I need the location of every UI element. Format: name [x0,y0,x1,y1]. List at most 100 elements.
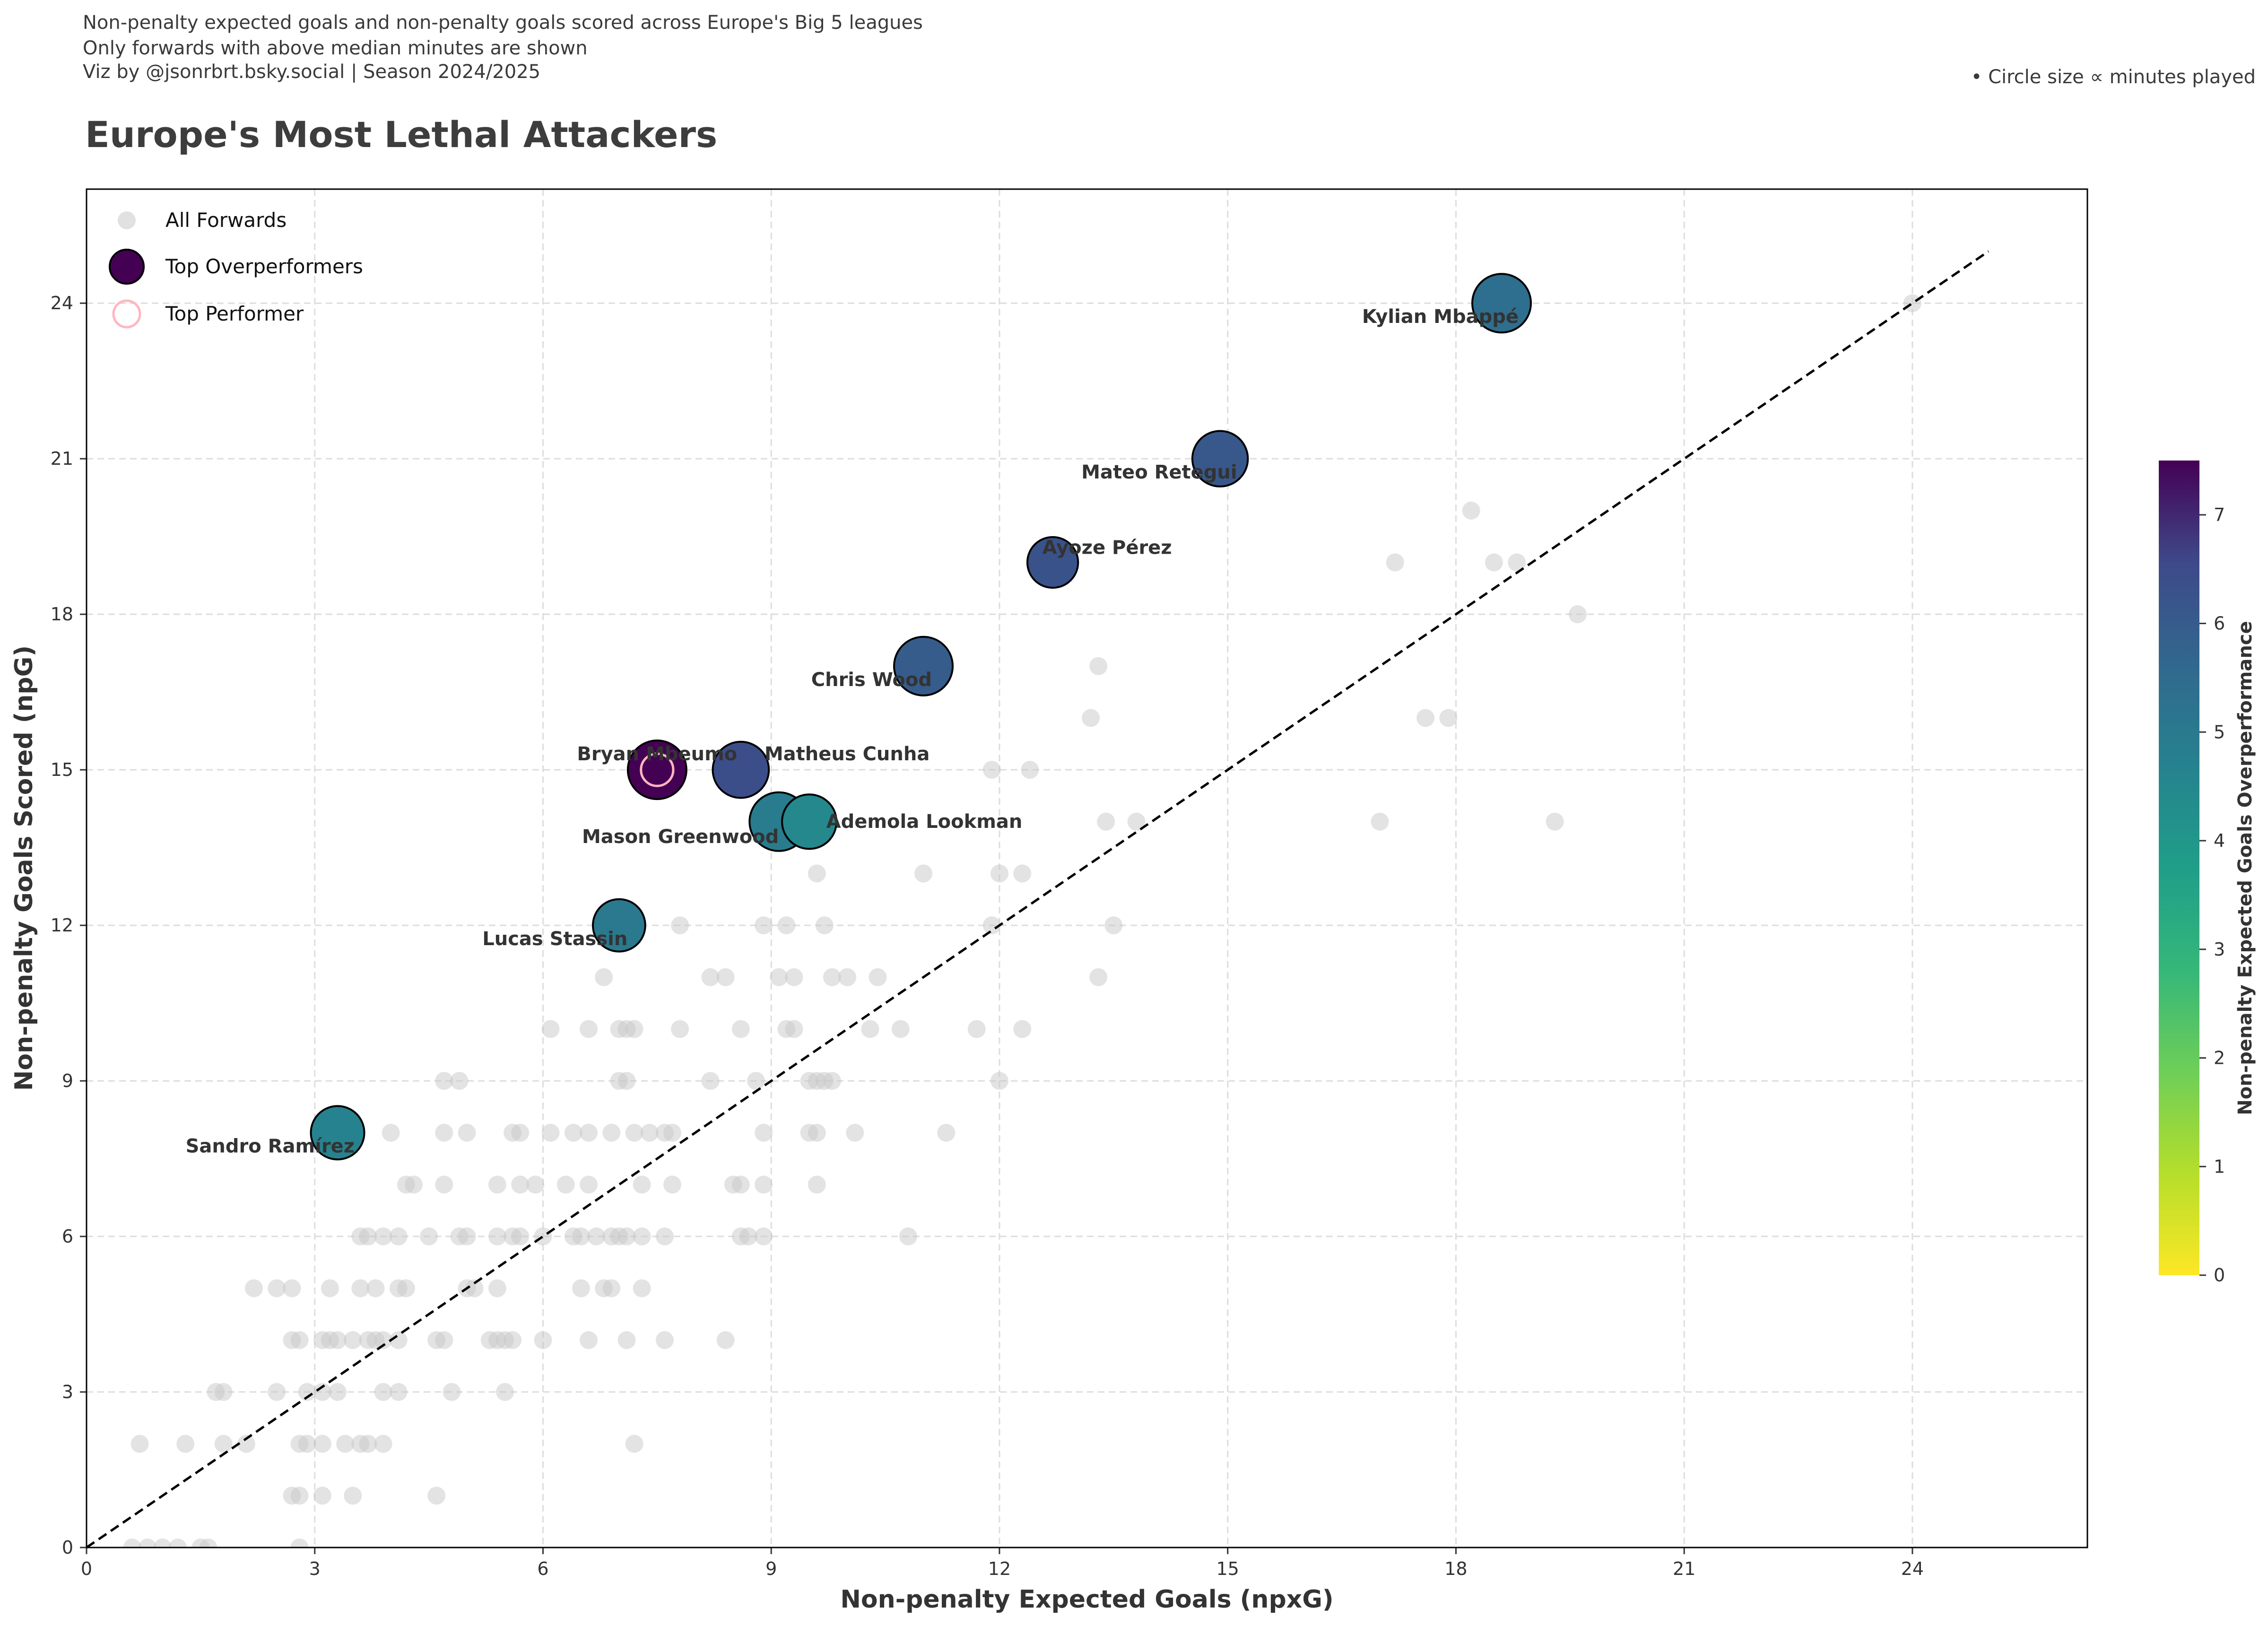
legend-label-top-performer: Top Performer [165,302,304,325]
y-tick-label: 3 [62,1382,73,1402]
forward-point [435,1123,453,1142]
forward-point [1089,968,1108,986]
forward-point [526,1175,545,1194]
forward-point [655,1331,674,1349]
forward-point [313,1383,331,1401]
forward-point [511,1227,530,1246]
y-axis-label: Non-penalty Goals Scored (npG) [10,645,38,1091]
forward-point [1127,812,1146,831]
forward-point [138,1539,156,1548]
colorbar-tick-label: 2 [2214,1048,2225,1069]
forward-point [815,916,834,935]
player-label: Chris Wood [811,669,932,691]
forward-point [435,1331,453,1349]
x-tick-label: 12 [988,1558,1011,1579]
colorbar-tick-label: 5 [2214,722,2225,742]
forward-point [899,1227,917,1246]
x-axis: 0 3 6 9 12 15 18 21 24 [81,1548,1924,1579]
colorbar-tick-label: 1 [2214,1156,2225,1177]
forward-point [290,1487,309,1505]
colorbar-gradient [2159,461,2199,1275]
forward-point [739,1227,757,1246]
forward-point [534,1331,552,1349]
top-performer-ring [640,752,675,787]
legend-marker-all-forwards [118,211,136,229]
forward-point [511,1123,530,1142]
forward-point [336,1435,355,1453]
forward-point [450,1072,469,1090]
forward-point [785,968,803,986]
y-tick-label: 6 [62,1226,73,1247]
forward-point [1903,294,1921,313]
forward-point [1462,501,1480,520]
forward-point [374,1331,392,1349]
colorbar: 0 1 2 3 4 5 6 7 Non-penalty Expected Goals Over… [2159,461,2256,1286]
forward-point [869,968,887,986]
forward-point [731,1175,750,1194]
forward-point [587,1227,606,1246]
forward-point [1104,916,1123,935]
forward-point [504,1331,522,1349]
forward-point [389,1227,408,1246]
top-overperformer-point [1026,536,1079,589]
colorbar-tick-label: 0 [2214,1265,2225,1286]
forward-point [777,916,796,935]
forward-point [990,1072,1008,1090]
forward-point [914,864,933,883]
forward-point [374,1227,392,1246]
player-label: Bryan Mbeumo [577,743,737,765]
x-tick-label: 21 [1673,1558,1695,1579]
forward-point [359,1435,377,1453]
forward-point [625,1123,643,1142]
forward-point [982,761,1001,779]
top-overperformer-points [310,273,1532,1161]
x-tick-label: 24 [1901,1558,1924,1579]
circle-size-note: • Circle size ∝ minutes played [1971,66,2256,88]
top-overperformer-point [1191,430,1249,487]
forward-point [580,1020,598,1038]
x-tick-label: 6 [537,1558,548,1579]
forward-point [861,1020,879,1038]
forward-point [556,1175,575,1194]
forward-point [382,1123,400,1142]
legend: All Forwards Top Overperformers Top Perf… [109,209,363,329]
forward-point [290,1539,309,1548]
forward-point [580,1123,598,1142]
forward-point [427,1487,446,1505]
parity-reference-line [86,250,1990,1549]
x-tick-label: 0 [81,1558,92,1579]
forward-point [891,1020,910,1038]
forward-point [465,1279,484,1297]
forward-point [435,1175,453,1194]
y-tick-label: 9 [62,1070,73,1091]
forward-point [663,1123,682,1142]
y-tick-label: 24 [51,293,73,313]
top-overperformer-point [310,1105,365,1161]
top-overperformer-point [591,898,646,953]
forward-point [397,1279,415,1297]
forward-point [283,1279,301,1297]
x-tick-label: 9 [765,1558,777,1579]
forward-point [625,1435,643,1453]
player-label: Matheus Cunha [765,743,930,765]
subtitle-line-1: Non-penalty expected goals and non-penal… [83,12,923,34]
player-label: Ayoze Pérez [1043,537,1172,559]
forward-point [823,968,841,986]
forward-point [755,1123,773,1142]
forward-point [808,1123,826,1142]
forward-point [1089,657,1108,675]
forward-point [389,1331,408,1349]
top-overperformer-point [626,739,687,800]
forward-point [755,1227,773,1246]
forward-point [458,1123,476,1142]
forward-point [268,1279,286,1297]
forward-point [564,1123,582,1142]
forward-point [298,1435,316,1453]
forward-point [1546,812,1564,831]
y-tick-label: 21 [51,448,73,469]
forward-point [755,1175,773,1194]
forward-point [663,1175,682,1194]
forward-point [640,1123,659,1142]
forward-point [701,968,720,986]
legend-label-top-overperformers: Top Overperformers [165,255,363,278]
